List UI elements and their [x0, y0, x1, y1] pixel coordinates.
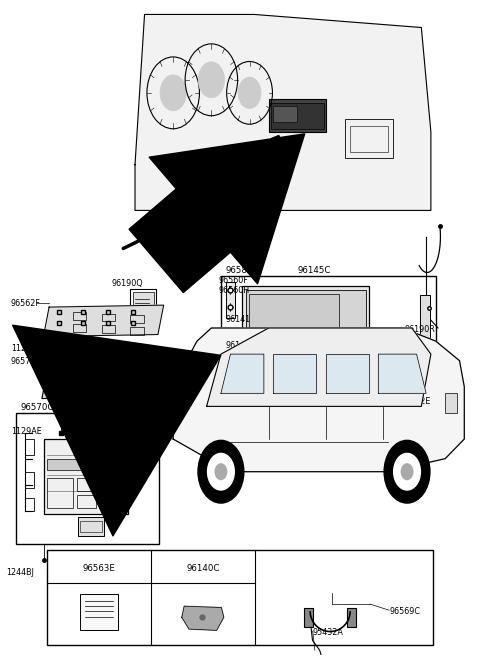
Polygon shape — [76, 399, 109, 416]
Text: 1129AC: 1129AC — [11, 344, 42, 354]
Bar — [348, 607, 356, 627]
Text: 96145C: 96145C — [297, 266, 331, 275]
Bar — [77, 478, 96, 491]
Text: 96140C: 96140C — [187, 564, 220, 573]
Bar — [99, 495, 123, 508]
Bar — [168, 380, 178, 400]
Polygon shape — [182, 606, 224, 630]
Bar — [445, 394, 457, 413]
Circle shape — [198, 62, 225, 98]
Text: 95432A: 95432A — [313, 628, 344, 637]
Bar — [47, 550, 433, 645]
Bar — [101, 373, 114, 381]
Text: 1129AE: 1129AE — [11, 427, 42, 436]
Text: 96563E: 96563E — [83, 564, 115, 573]
Bar — [221, 276, 436, 387]
Polygon shape — [378, 354, 426, 394]
Bar — [16, 413, 159, 544]
Bar — [350, 125, 388, 152]
Bar — [129, 375, 143, 382]
Bar — [345, 119, 393, 158]
Bar — [99, 478, 123, 491]
Text: 96190Q: 96190Q — [111, 279, 143, 288]
Bar — [132, 292, 154, 315]
Bar — [130, 289, 156, 318]
Bar — [72, 384, 85, 392]
Bar — [102, 325, 115, 333]
Bar — [271, 102, 324, 129]
Bar — [278, 335, 340, 349]
Bar — [269, 99, 326, 132]
Bar — [77, 495, 96, 508]
Polygon shape — [206, 328, 431, 406]
Bar — [73, 324, 86, 332]
Circle shape — [160, 75, 186, 111]
Text: 96141: 96141 — [226, 315, 251, 324]
Text: 96141: 96141 — [226, 341, 251, 350]
Text: 96562F: 96562F — [11, 298, 41, 308]
Circle shape — [198, 440, 244, 503]
Bar — [80, 594, 118, 630]
Polygon shape — [326, 354, 369, 394]
Bar — [246, 290, 366, 369]
Bar — [44, 439, 128, 514]
Text: 1244BJ: 1244BJ — [6, 568, 34, 577]
Bar — [25, 439, 34, 455]
FancyArrowPatch shape — [12, 325, 221, 536]
Bar — [47, 478, 73, 508]
Polygon shape — [43, 305, 164, 337]
Text: 96582E: 96582E — [400, 397, 431, 405]
Bar — [25, 472, 34, 488]
Text: 96570E: 96570E — [11, 358, 41, 367]
Bar — [73, 312, 86, 320]
Circle shape — [238, 77, 261, 108]
FancyArrowPatch shape — [129, 134, 305, 293]
Bar — [80, 521, 102, 533]
Circle shape — [401, 464, 413, 480]
Text: 1018AD: 1018AD — [130, 359, 162, 369]
Bar — [242, 285, 369, 374]
Bar — [72, 372, 85, 380]
Polygon shape — [42, 364, 162, 399]
Text: 96569C: 96569C — [389, 607, 420, 616]
Bar — [25, 498, 34, 511]
Text: 96190R: 96190R — [405, 325, 435, 334]
Bar — [249, 294, 339, 359]
Text: 96560F: 96560F — [218, 276, 248, 285]
Text: 96570C: 96570C — [21, 403, 54, 412]
Bar — [129, 386, 143, 394]
Bar — [304, 607, 313, 627]
Polygon shape — [221, 354, 264, 394]
Circle shape — [384, 440, 430, 503]
Bar — [130, 327, 144, 335]
Circle shape — [207, 453, 234, 490]
Circle shape — [215, 464, 227, 480]
Text: 96569B: 96569B — [53, 405, 84, 414]
Bar — [78, 518, 104, 536]
Bar — [420, 295, 430, 358]
Text: 96560H: 96560H — [218, 285, 250, 295]
Bar — [101, 385, 114, 393]
Bar — [130, 315, 144, 323]
Circle shape — [394, 453, 420, 490]
Bar — [102, 314, 115, 321]
Bar — [274, 106, 297, 122]
Text: 96582D: 96582D — [226, 266, 260, 275]
Polygon shape — [274, 354, 316, 394]
Polygon shape — [173, 328, 464, 472]
Polygon shape — [135, 14, 431, 211]
Bar — [226, 282, 235, 318]
Bar — [47, 459, 125, 470]
